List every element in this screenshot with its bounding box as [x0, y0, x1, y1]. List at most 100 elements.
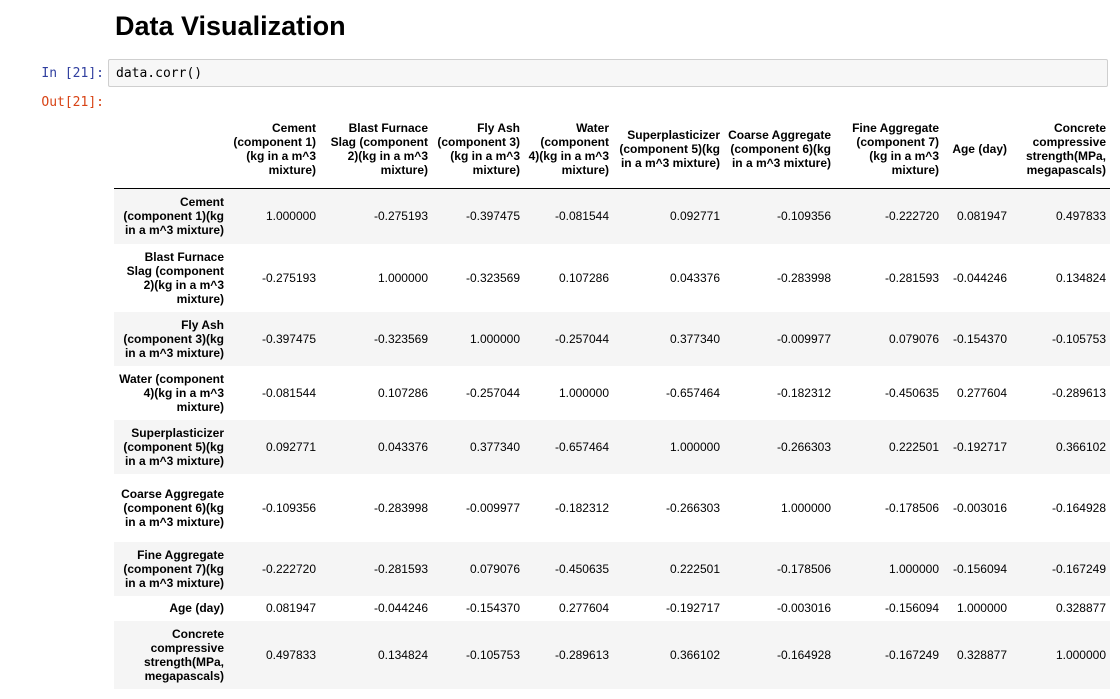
table-cell: -0.222720 — [261, 561, 316, 576]
table-cell: -0.105753 — [465, 647, 520, 662]
column-header: Fly Ash (component 3)(kg in a m^3 mixtur… — [432, 110, 524, 189]
table-cell: 1.000000 — [888, 561, 939, 576]
column-header: Water (component 4)(kg in a m^3 mixture) — [524, 110, 613, 189]
column-header: Concrete compressive strength(MPa, megap… — [1011, 110, 1110, 189]
table-cell: -0.178506 — [884, 500, 939, 515]
table-row: Fine Aggregate (component 7)(kg in a m^3… — [114, 541, 1110, 596]
table-cell: 0.377340 — [469, 439, 520, 454]
table-cell: 1.000000 — [558, 385, 609, 400]
table-cell: -0.156094 — [952, 561, 1007, 576]
column-header: Age (day) — [943, 110, 1011, 189]
table-cell: -0.281593 — [373, 561, 428, 576]
row-label: Cement (component 1)(kg in a m^3 mixture… — [123, 195, 224, 238]
table-cell: -0.044246 — [373, 601, 428, 615]
table-cell: 0.043376 — [377, 439, 428, 454]
table-cell: -0.003016 — [952, 500, 1007, 515]
table-cell: -0.450635 — [554, 561, 609, 576]
table-row: Water (component 4)(kg in a m^3 mixture)… — [114, 365, 1110, 420]
table-cell: 0.081947 — [265, 601, 316, 615]
table-cell: 1.000000 — [377, 270, 428, 285]
table-cell: 1.000000 — [956, 601, 1007, 615]
table-cell: 0.328877 — [1055, 601, 1106, 615]
table-cell: -0.657464 — [554, 439, 609, 454]
table-row: Age (day) 0.081947 -0.044246 -0.154370 0… — [114, 595, 1110, 621]
table-cell: -0.323569 — [465, 270, 520, 285]
table-cell: 0.092771 — [265, 439, 316, 454]
table-cell: 1.000000 — [469, 331, 520, 346]
table-cell: -0.156094 — [884, 601, 939, 615]
table-cell: -0.009977 — [776, 331, 831, 346]
row-label: Fine Aggregate (component 7)(kg in a m^3… — [123, 547, 224, 590]
table-cell: -0.003016 — [776, 601, 831, 615]
table-cell: -0.283998 — [776, 270, 831, 285]
table-cell: 0.277604 — [956, 385, 1007, 400]
table-cell: 0.497833 — [1055, 209, 1106, 224]
table-cell: -0.109356 — [261, 500, 316, 515]
input-prompt: In [21]: — [41, 66, 104, 81]
table-cell: -0.257044 — [554, 331, 609, 346]
row-label: Blast Furnace Slag (component 2)(kg in a… — [126, 249, 224, 306]
table-cell: 0.328877 — [956, 647, 1007, 662]
table-cell: -0.081544 — [261, 385, 316, 400]
table-cell: -0.289613 — [554, 647, 609, 662]
table-cell: 0.134824 — [377, 647, 428, 662]
row-label: Fly Ash (component 3)(kg in a m^3 mixtur… — [123, 317, 224, 360]
table-cell: 0.366102 — [669, 647, 720, 662]
table-cell: -0.044246 — [952, 270, 1007, 285]
table-row: Concrete compressive strength(MPa, megap… — [114, 620, 1110, 689]
table-cell: 0.092771 — [669, 209, 720, 224]
table-cell: 0.222501 — [888, 439, 939, 454]
table-cell: 0.079076 — [888, 331, 939, 346]
table-cell: -0.257044 — [465, 385, 520, 400]
table-row: Fly Ash (component 3)(kg in a m^3 mixtur… — [114, 311, 1110, 366]
table-cell: -0.109356 — [776, 209, 831, 224]
output-area: Cement (component 1)(kg in a m^3 mixture… — [114, 110, 1110, 689]
row-label: Age (day) — [169, 601, 224, 615]
index-header — [114, 110, 228, 189]
table-cell: 0.366102 — [1055, 439, 1106, 454]
table-cell: 0.043376 — [669, 270, 720, 285]
table-cell: 0.497833 — [265, 647, 316, 662]
table-cell: -0.323569 — [373, 331, 428, 346]
table-cell: 0.107286 — [558, 270, 609, 285]
table-cell: -0.657464 — [665, 385, 720, 400]
table-cell: -0.105753 — [1051, 331, 1106, 346]
table-cell: -0.154370 — [952, 331, 1007, 346]
code-cell[interactable]: data.corr() — [108, 59, 1108, 87]
table-cell: 0.107286 — [377, 385, 428, 400]
table-cell: -0.182312 — [776, 385, 831, 400]
table-cell: -0.167249 — [1051, 561, 1106, 576]
table-cell: -0.397475 — [261, 331, 316, 346]
row-label: Water (component 4)(kg in a m^3 mixture) — [119, 371, 224, 414]
table-cell: -0.266303 — [665, 500, 720, 515]
column-header: Blast Furnace Slag (component 2)(kg in a… — [320, 110, 432, 189]
table-cell: -0.192717 — [952, 439, 1007, 454]
table-row: Cement (component 1)(kg in a m^3 mixture… — [114, 188, 1110, 244]
table-row: Superplasticizer (component 5)(kg in a m… — [114, 419, 1110, 474]
table-cell: -0.081544 — [554, 209, 609, 224]
table-cell: 1.000000 — [780, 500, 831, 515]
table-cell: -0.009977 — [465, 500, 520, 515]
column-header: Superplasticizer (component 5)(kg in a m… — [613, 110, 724, 189]
table-cell: 1.000000 — [669, 439, 720, 454]
table-cell: -0.192717 — [665, 601, 720, 615]
table-cell: -0.283998 — [373, 500, 428, 515]
table-cell: -0.275193 — [373, 209, 428, 224]
column-header: Cement (component 1)(kg in a m^3 mixture… — [228, 110, 320, 189]
row-label: Concrete compressive strength(MPa, megap… — [143, 626, 224, 683]
table-cell: -0.450635 — [884, 385, 939, 400]
table-cell: 0.377340 — [669, 331, 720, 346]
code-text[interactable]: data.corr() — [116, 66, 203, 81]
column-header: Coarse Aggregate (component 6)(kg in a m… — [724, 110, 835, 189]
table-cell: 0.277604 — [558, 601, 609, 615]
column-header: Fine Aggregate (component 7)(kg in a m^3… — [835, 110, 943, 189]
header-row: Cement (component 1)(kg in a m^3 mixture… — [114, 110, 1110, 189]
table-cell: 0.081947 — [956, 209, 1007, 224]
table-cell: -0.178506 — [776, 561, 831, 576]
row-label: Coarse Aggregate (component 6)(kg in a m… — [121, 486, 224, 529]
row-label: Superplasticizer (component 5)(kg in a m… — [123, 425, 224, 468]
table-cell: -0.154370 — [465, 601, 520, 615]
table-cell: 1.000000 — [265, 209, 316, 224]
table-cell: -0.281593 — [884, 270, 939, 285]
table-cell: -0.182312 — [554, 500, 609, 515]
